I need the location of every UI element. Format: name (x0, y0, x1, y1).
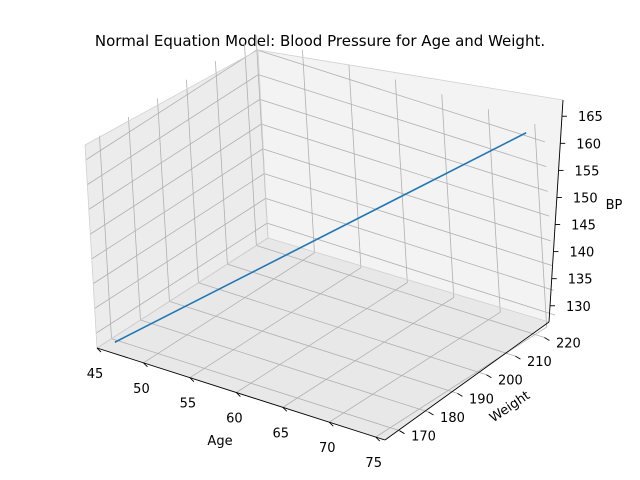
x-tick-mark (282, 407, 288, 412)
y-tick-label: 220 (556, 336, 581, 351)
z-grid-line (264, 173, 553, 267)
pane-edge (84, 144, 98, 349)
x-axis-label: Age (207, 434, 232, 449)
axis-ticks: 45 50 55 60 65 70 75 170 180 190 200 210 220 130 135 14… (87, 110, 603, 471)
x-tick-mark (328, 421, 334, 427)
x-tick-label: 70 (319, 441, 336, 456)
z-grid-line (258, 74, 547, 167)
x-tick-label: 60 (226, 412, 243, 427)
z-grid-line (90, 123, 262, 235)
y-grid-line (140, 319, 429, 413)
chart-title: Normal Equation Model: Blood Pressure fo… (95, 32, 545, 50)
pane-edge (257, 49, 269, 239)
y-grid-line (186, 79, 199, 283)
z-grid-line (88, 99, 261, 210)
z-tick-label: 165 (578, 110, 603, 125)
x-grid-line (143, 252, 315, 364)
y-grid-line (169, 301, 458, 394)
x-grid-line (329, 311, 501, 423)
x-tick-label: 65 (273, 426, 290, 441)
x-grid-line (189, 267, 362, 379)
series-line (114, 132, 527, 343)
x-tick-mark (236, 392, 241, 397)
z-tick-label: 160 (576, 137, 601, 152)
z-grid-line (262, 148, 551, 242)
y-tick-label: 210 (527, 355, 552, 370)
y-tick-label: 200 (498, 374, 523, 389)
x-grid-line (441, 94, 455, 298)
y-grid-line (198, 282, 487, 376)
y-axis-label: Weight (487, 388, 533, 426)
x-tick-mark (96, 347, 102, 353)
y-tick-mark (428, 411, 434, 416)
z-tick-label: 145 (571, 219, 596, 234)
z-grid-line (256, 49, 545, 143)
x-grid-line (534, 124, 548, 328)
right-back-pane (258, 50, 563, 322)
y-tick-mark (486, 374, 492, 379)
y-tick-mark (544, 337, 550, 341)
z-grid-line (95, 222, 268, 334)
z-grid-line (87, 74, 259, 185)
z-tick-label: 150 (573, 191, 598, 206)
y-grid-line (111, 338, 400, 432)
x-tick-mark (375, 436, 381, 442)
z-grid-line (267, 222, 556, 316)
y-grid-line (227, 263, 516, 357)
x-grid-line (236, 282, 408, 393)
x-tick-mark (143, 362, 148, 368)
pane-edge (96, 237, 269, 349)
y-tick-label: 180 (440, 411, 465, 426)
y-grid-line (99, 135, 112, 339)
z-grid-line (261, 123, 550, 217)
z-grid-line (91, 148, 263, 260)
x-grid-line (394, 79, 408, 283)
z-axis-label: BP (606, 198, 623, 213)
y-grid-line (157, 98, 170, 302)
x-grid-line (375, 326, 547, 438)
x-tick-label: 55 (180, 397, 197, 412)
x-axis-line (96, 347, 386, 441)
z-grid-line (259, 98, 548, 192)
z-grid-line (94, 198, 266, 309)
y-tick-label: 190 (469, 392, 494, 407)
z-tick-label: 140 (569, 246, 594, 261)
x-tick-label: 75 (365, 456, 382, 471)
z-grid-line (265, 198, 554, 291)
y-grid-line (128, 117, 141, 321)
z-tick-label: 130 (566, 300, 591, 315)
x-grid-line (282, 297, 455, 408)
x-tick-mark (189, 377, 195, 382)
x-grid-line (302, 49, 315, 253)
z-tick-label: 135 (568, 273, 593, 288)
left-back-pane (85, 50, 268, 348)
pane-edge (267, 237, 550, 323)
pane-edge (84, 49, 259, 146)
y-tick-mark (399, 430, 405, 435)
y-grid-line (256, 245, 545, 338)
z-axis-line (548, 99, 564, 323)
y-tick-label: 170 (411, 430, 436, 445)
y-axis-line (384, 321, 550, 441)
pane-edges (84, 49, 564, 441)
z-grid-line (92, 173, 265, 284)
z-tick-label: 155 (575, 164, 600, 179)
y-grid-line (215, 61, 228, 265)
x-grid-line (348, 64, 362, 268)
pane-edge (257, 49, 564, 101)
z-grid-line (85, 49, 258, 161)
x-tick-label: 50 (133, 382, 150, 397)
x-tick-label: 45 (87, 367, 104, 382)
y-grid-line (244, 42, 257, 246)
x-grid-line (487, 109, 501, 313)
y-tick-mark (457, 393, 463, 397)
y-tick-mark (515, 355, 521, 360)
